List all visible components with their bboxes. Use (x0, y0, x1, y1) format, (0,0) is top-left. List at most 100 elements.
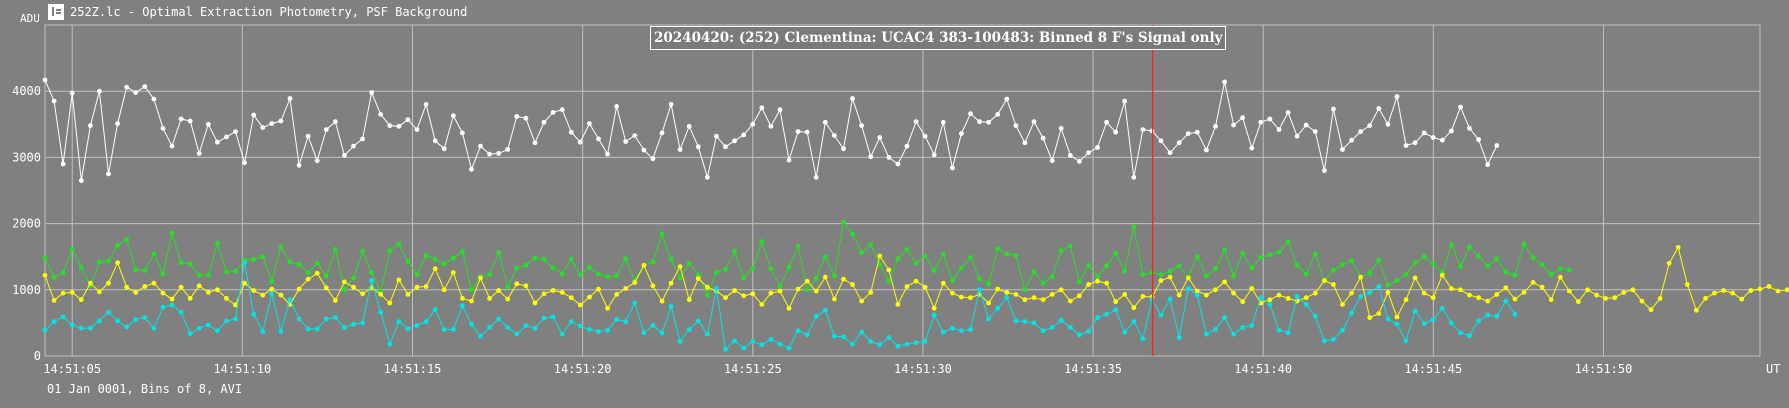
y-tick-label: 1000 (12, 283, 41, 297)
data-point (1485, 162, 1491, 168)
data-point (650, 156, 656, 162)
data-point (60, 314, 66, 320)
data-point (1004, 295, 1010, 301)
data-point (677, 147, 683, 152)
data-point (142, 84, 148, 89)
data-point (115, 318, 120, 324)
data-point (577, 323, 583, 329)
data-point (169, 296, 175, 302)
data-point (1086, 262, 1091, 268)
data-point (460, 303, 465, 309)
data-point (1267, 252, 1273, 258)
data-point (1167, 296, 1173, 302)
data-point (895, 161, 901, 167)
data-point (1657, 296, 1663, 301)
data-point (1067, 153, 1073, 158)
data-point (1476, 295, 1481, 301)
data-point (1104, 263, 1109, 269)
data-point (242, 260, 248, 266)
data-point (51, 319, 57, 324)
data-point (224, 134, 229, 140)
data-point (1194, 292, 1200, 298)
data-point (351, 143, 356, 149)
chart-grid (44, 24, 1761, 357)
data-point (469, 298, 474, 304)
data-point (1748, 288, 1754, 293)
data-point (287, 259, 293, 265)
data-point (1766, 284, 1772, 289)
data-point (496, 288, 502, 293)
data-point (577, 272, 583, 277)
data-point (205, 322, 211, 328)
data-point (296, 286, 302, 292)
data-point (659, 298, 665, 304)
data-point (1331, 282, 1336, 287)
data-point (106, 171, 111, 177)
data-point (668, 256, 674, 262)
data-point (913, 119, 919, 125)
data-point (723, 144, 728, 150)
data-point (1503, 269, 1509, 275)
data-point (69, 290, 75, 295)
data-point (69, 90, 75, 96)
data-point (396, 277, 402, 283)
data-point (1358, 294, 1364, 299)
data-point (278, 244, 284, 250)
chart-series (42, 77, 1789, 352)
data-point (469, 321, 474, 327)
data-point (1258, 119, 1264, 125)
x-tick-label: 14:51:25 (724, 362, 782, 376)
data-point (1340, 327, 1345, 333)
data-point (178, 116, 184, 122)
data-point (1276, 249, 1282, 255)
data-point (305, 270, 311, 275)
data-point (804, 287, 810, 293)
data-point (1158, 312, 1164, 318)
data-point (1213, 123, 1218, 129)
window-title: 252Z.lc - Optimal Extraction Photometry,… (70, 5, 468, 19)
data-point (1458, 287, 1463, 293)
data-point (1539, 262, 1545, 267)
data-point (1421, 254, 1427, 260)
data-point (1449, 242, 1454, 248)
data-point (1412, 308, 1418, 314)
data-point (695, 318, 701, 324)
data-point (732, 138, 737, 144)
data-point (986, 300, 991, 306)
data-point (1231, 290, 1236, 296)
data-point (1358, 274, 1364, 280)
data-point (605, 305, 610, 311)
data-point (741, 345, 747, 351)
data-point (786, 305, 792, 311)
data-point (97, 259, 102, 265)
data-point (1485, 312, 1491, 318)
data-point (432, 266, 438, 271)
data-point (977, 287, 982, 293)
data-point (832, 296, 837, 302)
data-point (396, 319, 402, 324)
data-point (1439, 272, 1445, 278)
data-point (387, 248, 393, 254)
data-point (187, 331, 193, 336)
data-point (959, 265, 964, 271)
data-point (777, 288, 783, 294)
data-point (523, 283, 529, 289)
data-point (859, 250, 864, 256)
data-point (469, 287, 474, 293)
data-point (1240, 325, 1246, 330)
data-point (1258, 255, 1264, 260)
data-point (205, 272, 211, 278)
data-point (487, 296, 492, 301)
data-point (850, 96, 855, 101)
data-point (1240, 251, 1246, 256)
data-point (187, 261, 193, 267)
data-point (1458, 104, 1463, 110)
data-point (269, 121, 275, 126)
data-point (813, 276, 819, 281)
x-tick-label: 14:51:50 (1575, 362, 1633, 376)
data-point (1494, 292, 1500, 297)
data-point (559, 271, 565, 277)
data-point (605, 327, 610, 333)
data-point (1285, 110, 1291, 115)
